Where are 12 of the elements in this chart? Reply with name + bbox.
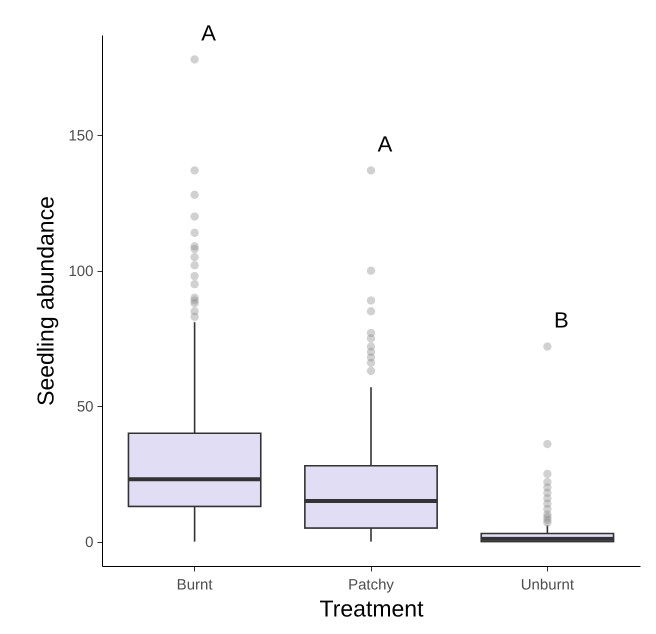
y-axis-title: Seedling abundance (32, 196, 58, 406)
annotation: B (554, 308, 569, 333)
annotation: A (201, 20, 216, 46)
x-axis-title: Treatment (320, 596, 424, 622)
x-tick-label: Unburnt (520, 576, 575, 594)
y-tick-label: 0 (85, 534, 94, 552)
annotation: A (378, 131, 393, 156)
y-tick-label: 150 (68, 128, 94, 145)
x-tick-label: Patchy (348, 576, 394, 594)
y-tick-label: 100 (68, 263, 94, 280)
y-tick-label: 50 (76, 398, 94, 416)
x-tick-label: Burnt (176, 576, 214, 594)
